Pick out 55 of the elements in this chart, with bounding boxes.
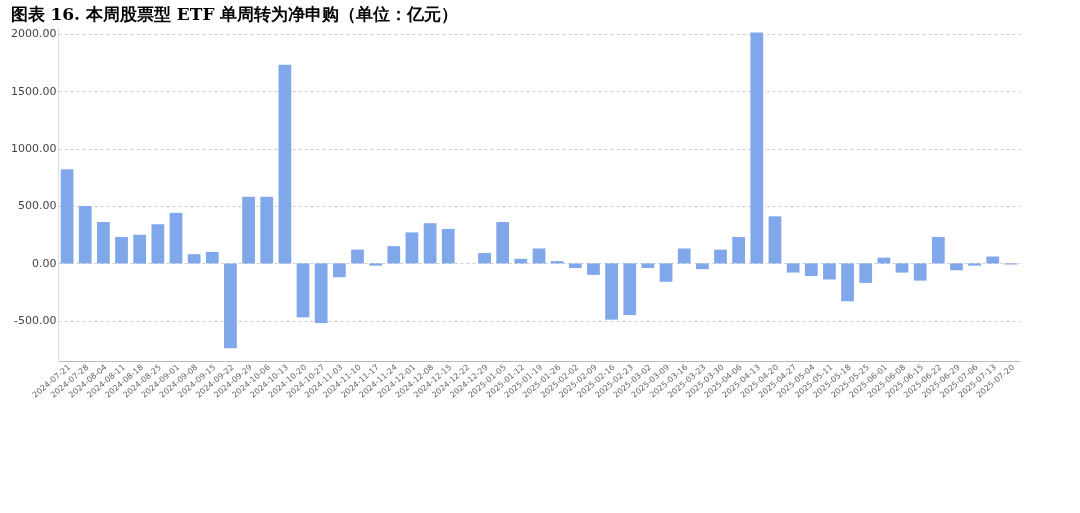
bar [242, 196, 255, 264]
bar [859, 263, 873, 283]
bar [387, 246, 401, 264]
bar [115, 236, 128, 264]
bar [441, 228, 455, 264]
bar [913, 263, 927, 281]
y-tick-label: 2000.00 [11, 27, 57, 41]
bar [133, 234, 147, 264]
bar [151, 224, 165, 264]
bar [224, 263, 237, 349]
bar [60, 169, 74, 264]
bar [369, 263, 383, 266]
bar [332, 263, 346, 278]
bar [695, 263, 709, 270]
bar [786, 263, 800, 273]
y-tick-label: 1000.00 [11, 142, 57, 156]
bar [768, 216, 782, 264]
bar [968, 263, 981, 266]
bar [804, 263, 818, 277]
chart-title: 图表 16. 本周股票型 ETF 单周转为净申购（单位：亿元） [10, 3, 459, 24]
bar [187, 254, 201, 264]
bar [623, 263, 637, 316]
bar [841, 263, 854, 302]
y-tick-label: -500.00 [14, 314, 57, 328]
bar [496, 222, 510, 264]
bar [296, 263, 310, 318]
y-tick-label: 1500.00 [11, 84, 57, 98]
bar [950, 263, 963, 271]
bar [568, 263, 582, 268]
bar [714, 249, 727, 264]
bar [260, 196, 274, 264]
bar [550, 261, 564, 264]
bar [587, 263, 600, 275]
bar [405, 232, 419, 264]
y-tick-label: 0.00 [32, 256, 57, 270]
bar [278, 64, 292, 264]
bar [351, 249, 364, 264]
y-tick-label: 500.00 [18, 199, 57, 213]
bar [605, 263, 618, 320]
bar [169, 212, 183, 264]
bar [750, 32, 764, 264]
bar [478, 253, 491, 264]
bar [97, 222, 110, 264]
bar [532, 248, 546, 264]
bar [732, 236, 746, 264]
bar [423, 223, 437, 264]
bar [931, 236, 945, 264]
bar [314, 263, 328, 324]
bar [895, 263, 909, 273]
bar [659, 263, 673, 282]
bar [205, 251, 219, 264]
bar [823, 263, 836, 280]
bar [78, 205, 92, 264]
bar [677, 248, 691, 264]
bar [641, 263, 655, 268]
